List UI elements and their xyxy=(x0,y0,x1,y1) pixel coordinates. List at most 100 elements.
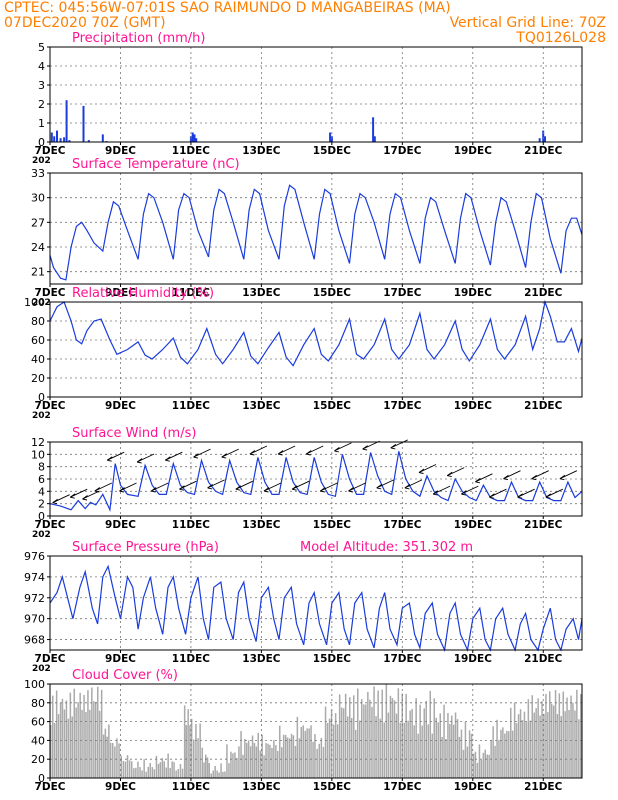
cloud-bar xyxy=(375,716,377,778)
cloud-bar xyxy=(405,693,407,778)
cloud-bar xyxy=(306,728,308,778)
cloud-bar xyxy=(492,726,494,778)
cloud-bar xyxy=(482,752,485,778)
cloud-bar xyxy=(77,702,79,778)
precip-bar xyxy=(544,136,546,142)
cloud-bar xyxy=(50,725,52,778)
x-tick-label: 15DEC xyxy=(313,781,352,793)
wind-arrow xyxy=(94,482,112,493)
cloud-bar xyxy=(568,710,570,778)
cloud-bar xyxy=(460,729,463,778)
cloud-bar xyxy=(429,690,431,778)
cloud-bar xyxy=(139,767,141,778)
cloud-bar xyxy=(369,699,371,778)
cloud-bar xyxy=(554,690,557,778)
precip-bar xyxy=(330,136,333,142)
x-tick-label: 19DEC xyxy=(454,287,493,299)
wind-arrow-head xyxy=(277,450,284,456)
cloud-bar xyxy=(177,769,179,778)
x-tick-label: 21DEC xyxy=(524,287,563,299)
x-tick-label: 11DEC xyxy=(172,400,211,412)
y-tick-label: 80 xyxy=(31,315,45,328)
precip-bar xyxy=(191,132,194,142)
cloud-bar xyxy=(155,755,158,778)
cloud-bar xyxy=(83,695,85,778)
cloud-bar xyxy=(407,720,409,778)
wind-arrow-shaft xyxy=(207,479,225,489)
cloud-bar xyxy=(286,737,289,778)
cloud-bar xyxy=(519,709,522,778)
wind-arrow-shaft xyxy=(70,488,88,498)
cloud-bar xyxy=(409,710,411,778)
x-tick-label: 15DEC xyxy=(313,400,352,412)
wind-arrow-head xyxy=(69,493,76,499)
wind-arrow-shaft xyxy=(151,482,169,492)
cloud-bar xyxy=(247,740,250,778)
cloud-bar xyxy=(552,705,555,778)
x-tick-label: 7DEC xyxy=(35,287,66,299)
cloud-bar xyxy=(187,709,189,778)
cloud-bar xyxy=(523,711,526,778)
cloud-bar xyxy=(52,695,54,778)
cloud-bar xyxy=(185,725,188,778)
cloud-bar xyxy=(383,722,385,778)
wind-arrow-head xyxy=(517,493,523,499)
cloud-bar xyxy=(290,733,293,778)
cloud-bar xyxy=(151,767,154,778)
x-tick-label: 15DEC xyxy=(313,519,352,531)
cloud-bar xyxy=(454,712,457,778)
x-year-label: 202 xyxy=(32,298,51,308)
cloud-bar xyxy=(124,761,127,778)
cloud-bar xyxy=(332,724,335,778)
cloud-bar xyxy=(108,724,110,778)
y-tick-label: 8 xyxy=(38,461,45,474)
x-tick-label: 7DEC xyxy=(35,519,66,531)
precip-bar xyxy=(373,136,376,142)
wind-arrow-head xyxy=(106,456,113,462)
cloud-bar xyxy=(381,689,383,778)
precip-bar xyxy=(542,130,545,142)
cloud-bar xyxy=(449,724,451,778)
wind-arrow-shaft xyxy=(461,485,479,495)
cloud-bar xyxy=(318,743,320,778)
header-model-code: TQ0126L028 xyxy=(516,30,606,46)
header-location: CPTEC: 045:56W-07:01S SAO RAIMUNDO D MAN… xyxy=(4,0,451,16)
cloud-bar xyxy=(232,753,234,778)
cloud-bar xyxy=(413,725,415,778)
x-tick-label: 13DEC xyxy=(242,519,281,531)
wind-arrow xyxy=(531,470,549,481)
cloud-bar xyxy=(116,738,118,778)
wind-arrow-shaft xyxy=(82,490,100,500)
cloud-bar xyxy=(564,711,566,778)
cloud-bar xyxy=(75,707,77,778)
cloud-bar xyxy=(474,751,477,778)
precip-bar xyxy=(53,136,56,142)
wind-arrow xyxy=(69,488,88,499)
cloud-bar xyxy=(261,734,263,778)
cloud-bar xyxy=(157,763,160,778)
wind-arrow-head xyxy=(136,458,143,464)
y-tick-label: 4 xyxy=(38,485,45,498)
wind-arrow-head xyxy=(94,487,101,493)
cloud-bar xyxy=(302,725,304,778)
wind-arrow-head xyxy=(404,484,411,490)
x-tick-label: 17DEC xyxy=(383,287,422,299)
cloud-bar xyxy=(322,746,325,778)
cloud-bar xyxy=(500,729,502,778)
cloud-bar xyxy=(580,694,582,778)
x-tick-label: 7DEC xyxy=(35,653,66,665)
x-tick-label: 9DEC xyxy=(105,519,136,531)
cloud-bar xyxy=(294,745,297,778)
cloud-bar xyxy=(539,715,541,778)
cloud-bar xyxy=(85,712,87,778)
cloud-bar xyxy=(556,714,559,778)
wind-arrow xyxy=(52,494,70,505)
cloud-bar xyxy=(145,771,147,778)
cloud-bar xyxy=(131,761,133,778)
wind-arrow-shaft xyxy=(235,480,253,490)
cloud-bar xyxy=(340,707,343,778)
cloud-bar xyxy=(511,730,514,778)
wind-arrow-head xyxy=(305,450,312,456)
wind-arrow-shaft xyxy=(559,470,578,480)
cloud-bar xyxy=(310,725,312,778)
